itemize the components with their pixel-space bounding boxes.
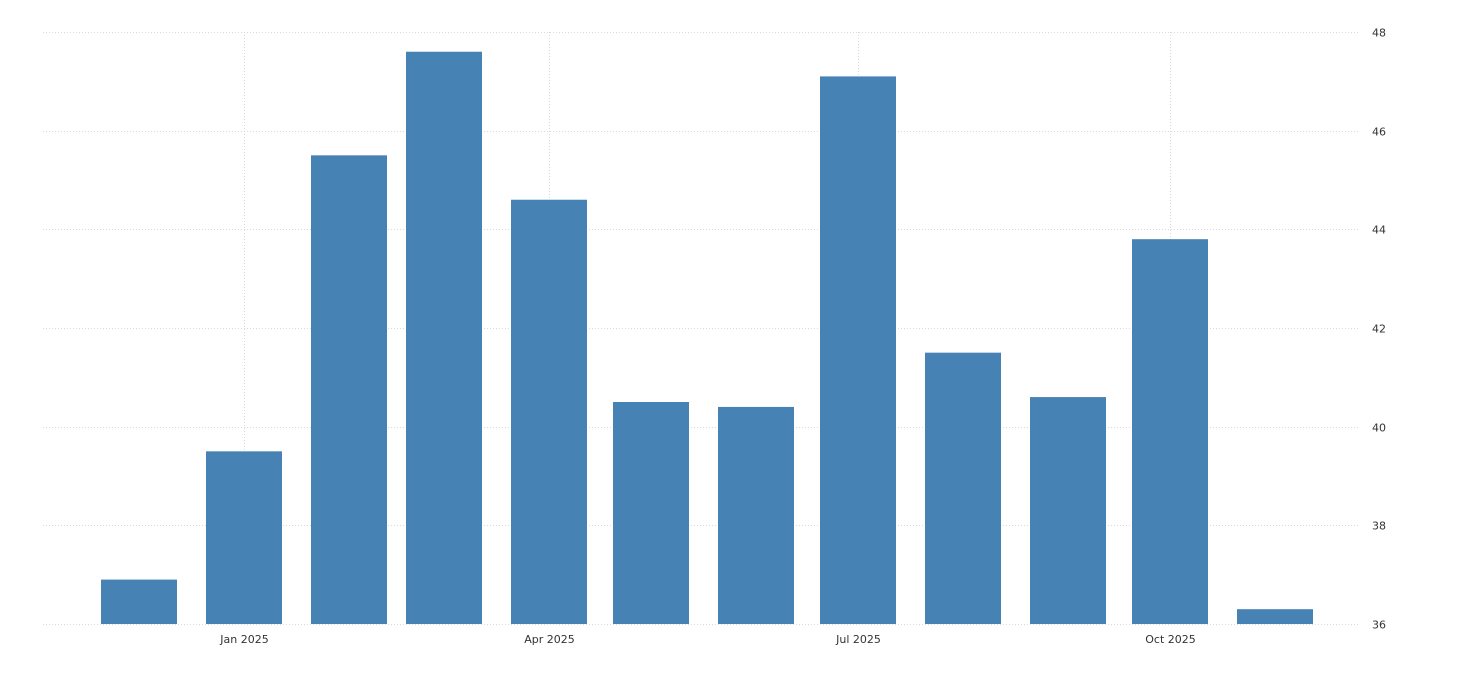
bar-2025-11[interactable] [1237, 609, 1313, 624]
bar-2025-05[interactable] [613, 402, 689, 624]
bar-2025-02[interactable] [311, 155, 387, 625]
y-tick-label: 36 [1372, 619, 1386, 632]
x-axis: Jan 2025 Apr 2025 Jul 2025 Oct 2025 [219, 633, 1195, 646]
y-tick-label: 38 [1372, 520, 1386, 533]
bar-2025-10[interactable] [1132, 239, 1208, 624]
x-tick-label: Jul 2025 [835, 633, 881, 646]
bar-2025-01[interactable] [206, 451, 282, 624]
y-axis: 36 38 40 42 44 46 48 [1372, 27, 1386, 632]
y-tick-label: 42 [1372, 323, 1386, 336]
y-tick-label: 44 [1372, 224, 1386, 237]
y-tick-label: 40 [1372, 422, 1386, 435]
bars-layer [101, 51, 1313, 625]
y-tick-label: 48 [1372, 27, 1386, 40]
x-tick-label: Oct 2025 [1145, 633, 1196, 646]
bar-2025-06[interactable] [718, 406, 794, 624]
bar-2025-07[interactable] [820, 76, 896, 624]
y-tick-label: 46 [1372, 126, 1386, 139]
bar-2025-08[interactable] [925, 352, 1001, 624]
x-tick-label: Jan 2025 [219, 633, 268, 646]
bar-2025-09[interactable] [1030, 397, 1106, 624]
bar-2025-04[interactable] [511, 199, 587, 624]
bar-2024-12[interactable] [101, 579, 177, 624]
bar-2025-03[interactable] [406, 51, 482, 624]
x-tick-label: Apr 2025 [524, 633, 575, 646]
